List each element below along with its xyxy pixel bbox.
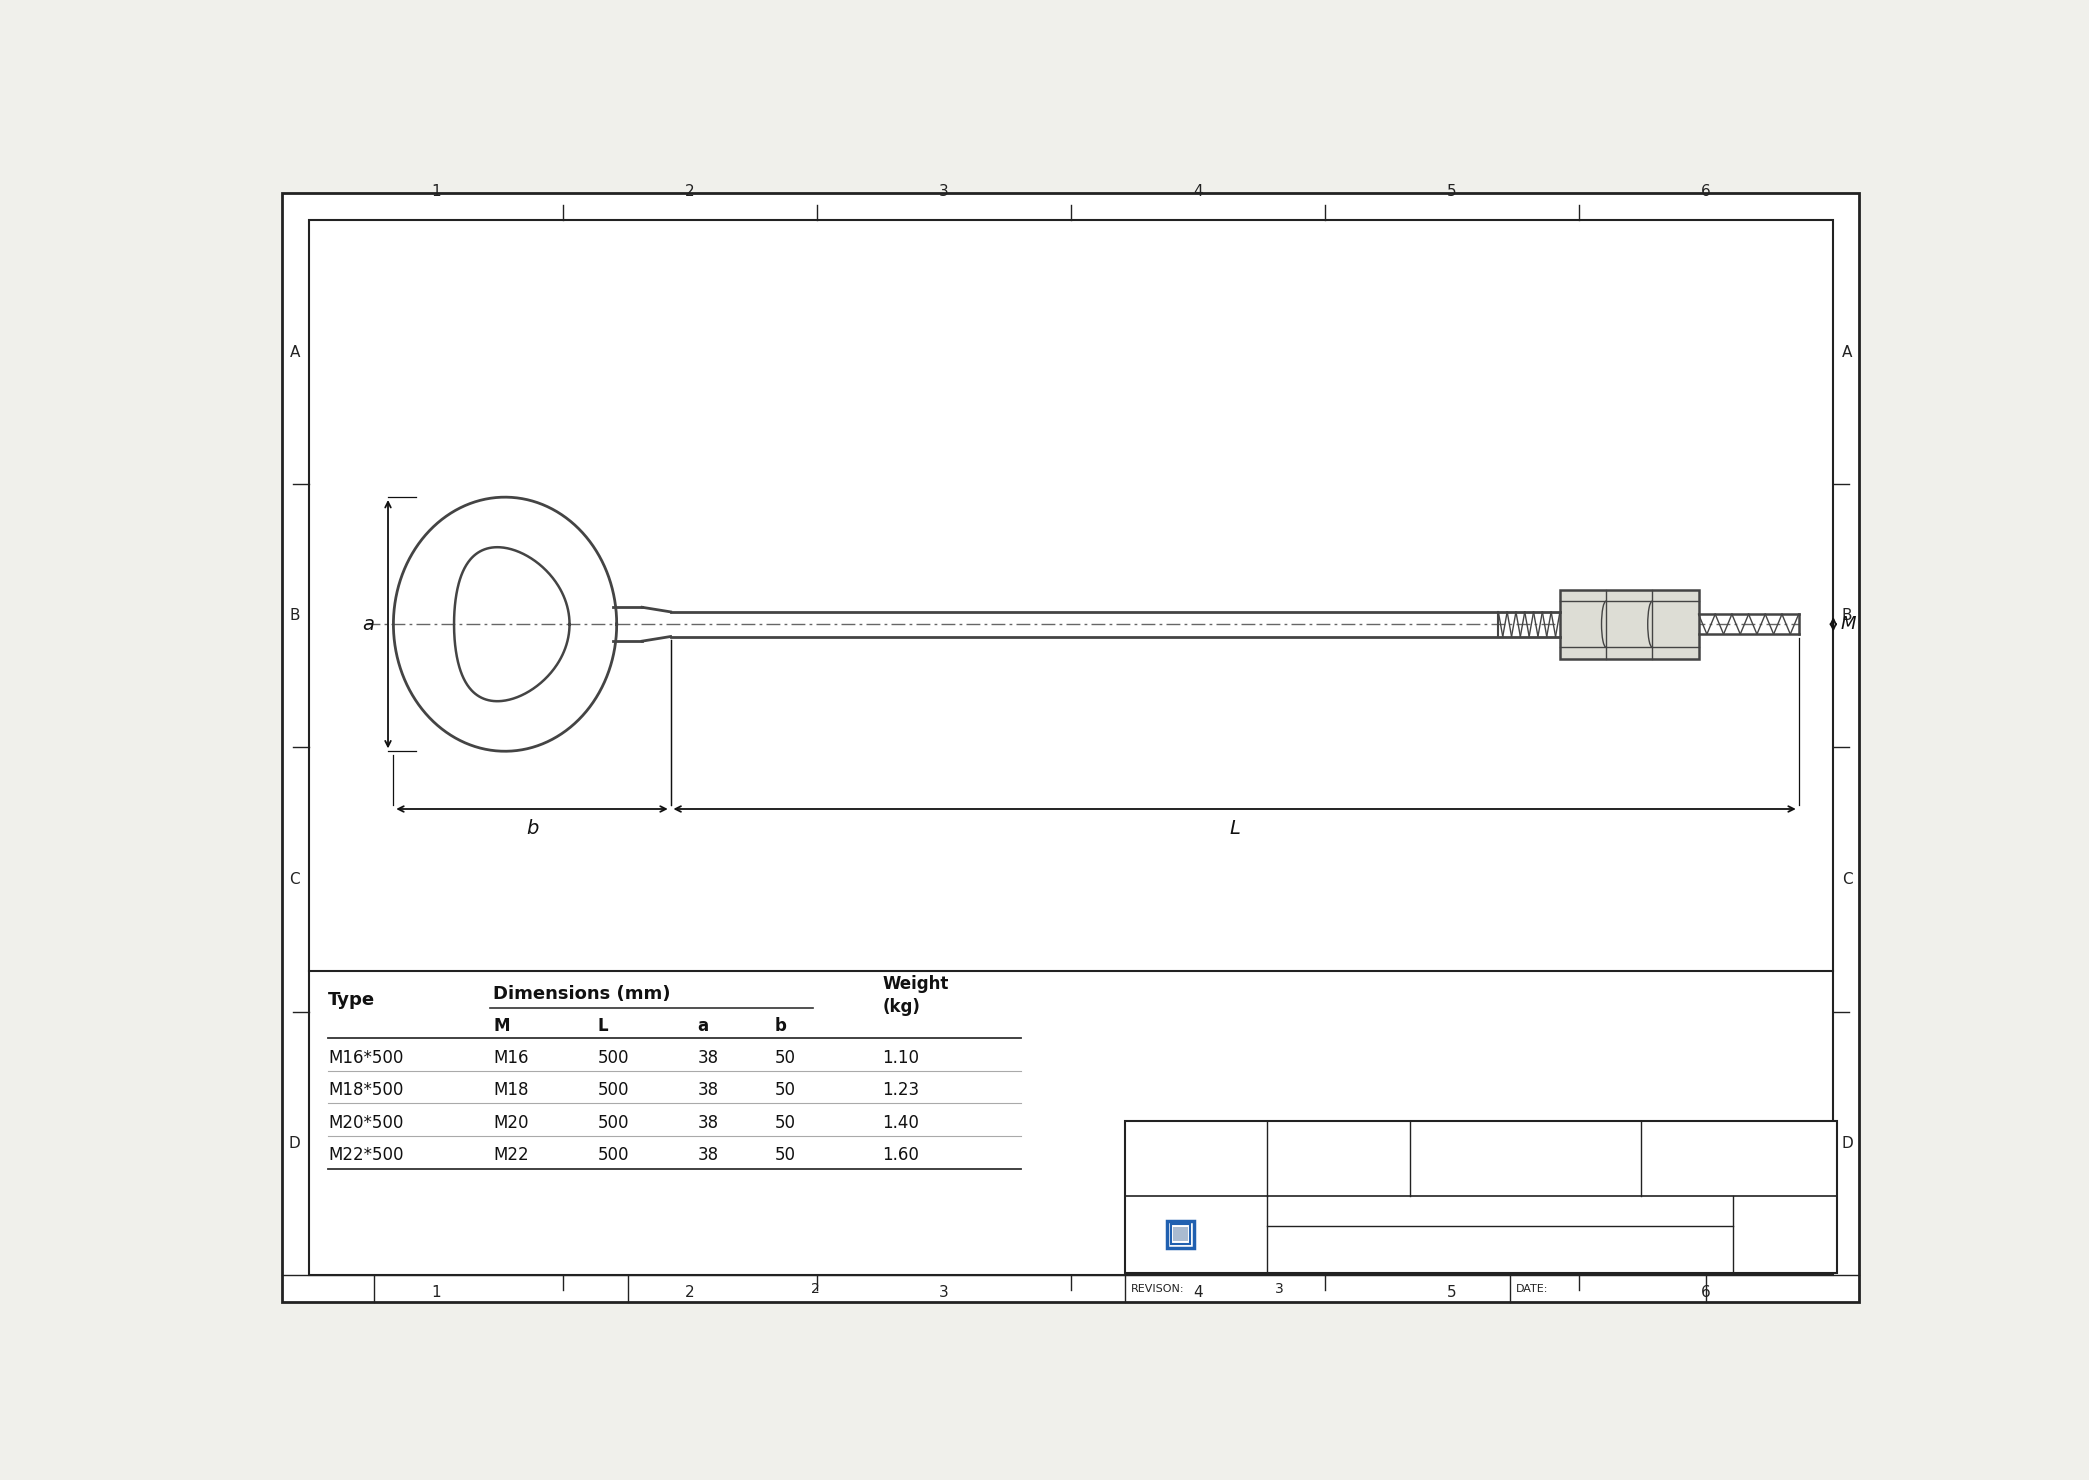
- Text: Dimensions (mm): Dimensions (mm): [493, 984, 671, 1003]
- Text: 1.40: 1.40: [882, 1113, 919, 1132]
- Text: 2: 2: [811, 1282, 819, 1295]
- Text: M20: M20: [493, 1113, 529, 1132]
- Text: 6: 6: [1700, 1285, 1711, 1299]
- Text: b: b: [775, 1017, 785, 1035]
- Text: 5: 5: [1448, 1285, 1456, 1299]
- Text: 1: 1: [430, 184, 441, 198]
- Text: B: B: [290, 608, 301, 623]
- Text: 500: 500: [597, 1113, 629, 1132]
- Text: 6: 6: [1700, 184, 1711, 198]
- Text: b: b: [526, 818, 539, 838]
- Text: TOLERENCE:  ±5%: TOLERENCE: ±5%: [1274, 1205, 1383, 1218]
- Text: 2: 2: [685, 184, 696, 198]
- Text: M: M: [1840, 616, 1857, 633]
- Text: 4: 4: [1193, 1285, 1203, 1299]
- Text: SHATE 1OF1: SHATE 1OF1: [1753, 1228, 1817, 1239]
- Text: M20*500: M20*500: [328, 1113, 403, 1132]
- Bar: [1168, 1221, 1193, 1248]
- Text: Hebei Rax Industry CO.,LTD: Hebei Rax Industry CO.,LTD: [1358, 1239, 1644, 1259]
- Text: 38: 38: [698, 1113, 719, 1132]
- Text: 1.10: 1.10: [882, 1049, 919, 1067]
- Text: C: C: [290, 872, 301, 888]
- Text: C: C: [1842, 872, 1853, 888]
- Text: B: B: [1842, 608, 1853, 623]
- Text: 38: 38: [698, 1146, 719, 1163]
- Text: 1.23: 1.23: [882, 1082, 919, 1100]
- Text: a: a: [698, 1017, 708, 1035]
- Text: 38: 38: [698, 1049, 719, 1067]
- Text: M18: M18: [493, 1082, 529, 1100]
- Text: M16*500: M16*500: [328, 1049, 403, 1067]
- Text: 500: 500: [597, 1146, 629, 1163]
- Text: 4: 4: [1193, 184, 1203, 198]
- Text: RAX: RAX: [1197, 1220, 1268, 1249]
- Text: 50: 50: [775, 1146, 796, 1163]
- Bar: [1174, 1227, 1189, 1242]
- Text: 1: 1: [430, 1285, 441, 1299]
- Text: DRAWN BY:  LIU: DRAWN BY: LIU: [1130, 1129, 1216, 1138]
- Text: 50: 50: [775, 1049, 796, 1067]
- Text: DATE:: DATE:: [1517, 1283, 1548, 1294]
- Text: 50: 50: [775, 1082, 796, 1100]
- Text: Type: Type: [328, 992, 376, 1009]
- Text: DRAWING NO.:: DRAWING NO.:: [1414, 1129, 1496, 1138]
- Text: L: L: [1228, 818, 1241, 838]
- Text: 3: 3: [940, 1285, 948, 1299]
- Text: M18*500: M18*500: [328, 1082, 403, 1100]
- Text: D: D: [288, 1135, 301, 1150]
- Text: 50: 50: [775, 1113, 796, 1132]
- Text: M22: M22: [493, 1146, 529, 1163]
- Text: Weight
(kg): Weight (kg): [882, 974, 948, 1017]
- Text: REVISON:: REVISON:: [1130, 1283, 1184, 1294]
- Text: CHECKED BY:: CHECKED BY:: [1272, 1129, 1345, 1138]
- Text: M16: M16: [493, 1049, 529, 1067]
- Text: 3: 3: [940, 184, 948, 198]
- Text: M: M: [493, 1017, 510, 1035]
- Text: D: D: [1840, 1135, 1853, 1150]
- Text: 500: 500: [597, 1049, 629, 1067]
- Text: 38: 38: [698, 1082, 719, 1100]
- Text: A: A: [1842, 345, 1853, 360]
- Text: 3: 3: [1274, 1282, 1283, 1295]
- Text: A4: A4: [1717, 1144, 1761, 1172]
- Text: 500: 500: [597, 1082, 629, 1100]
- Text: M22*500: M22*500: [328, 1146, 403, 1163]
- Text: 1.60: 1.60: [882, 1146, 919, 1163]
- Text: 5: 5: [1448, 184, 1456, 198]
- Text: a: a: [361, 614, 374, 633]
- Bar: [1560, 589, 1698, 659]
- Text: L: L: [597, 1017, 608, 1035]
- Bar: [1170, 1224, 1191, 1243]
- Text: 2: 2: [685, 1285, 696, 1299]
- Text: A: A: [290, 345, 301, 360]
- Bar: [1124, 1120, 1836, 1273]
